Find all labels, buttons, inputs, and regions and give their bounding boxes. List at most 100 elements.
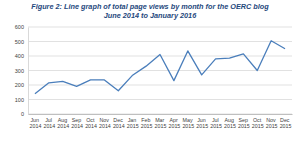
x-tick: Oct 2015 <box>252 114 264 129</box>
x-tick-label-line: Feb <box>141 117 152 123</box>
x-tick-label: Jul 2014 <box>43 117 55 129</box>
grid-line <box>28 85 292 86</box>
x-tick-label: Nov 2014 <box>99 117 111 129</box>
x-tick-label-line: 2014 <box>99 123 111 129</box>
y-tick-label: 200 <box>15 82 24 88</box>
x-tick: Aug 2015 <box>224 114 236 129</box>
grid-line <box>28 70 292 71</box>
x-tick-label: Jun 2015 <box>196 117 208 129</box>
x-tick-label-line: Mar <box>155 117 166 123</box>
x-tick-label-line: 2014 <box>113 123 125 129</box>
x-tick-label-line: May <box>183 117 194 123</box>
chart-title: Figure 2: Line graph of total page views… <box>31 2 269 11</box>
x-tick: Sep 2014 <box>71 114 83 129</box>
x-tick-label-line: Jul <box>45 117 53 123</box>
x-tick-label-line: 2014 <box>71 123 83 129</box>
x-tick-label: Dec 2015 <box>280 117 292 129</box>
y-tick: 500 <box>15 39 28 45</box>
x-tick: Sep 2015 <box>238 114 250 129</box>
x-tick-label-line: 2015 <box>155 123 167 129</box>
y-tick-label: 400 <box>15 53 24 59</box>
x-tick-label-line: Dec <box>280 117 291 123</box>
chart-title: June 2014 to January 2016 <box>104 11 197 20</box>
x-tick: Dec 2014 <box>113 114 125 129</box>
x-tick-label: Dec 2014 <box>113 117 125 129</box>
y-tick-label: 300 <box>15 68 24 74</box>
x-tick: Dec 2015 <box>280 114 292 129</box>
x-tick-label: Jan 2015 <box>127 117 139 129</box>
x-tick-label: Jun 2014 <box>30 117 42 129</box>
grid-line <box>28 27 292 28</box>
x-tick-label-line: 2015 <box>141 123 153 129</box>
x-tick-label: Jul 2015 <box>210 117 222 129</box>
x-tick-label-line: 2015 <box>280 123 292 129</box>
x-tick-label: Oct 2014 <box>85 117 97 129</box>
y-tick: 300 <box>15 68 28 74</box>
x-tick-label-line: Sep <box>238 117 249 123</box>
x-tick-label-line: 2015 <box>168 123 180 129</box>
grid-line <box>28 114 292 115</box>
x-tick-label-line: 2015 <box>266 123 278 129</box>
x-tick-label: Feb 2015 <box>141 117 153 129</box>
x-tick: Jan 2015 <box>127 114 139 129</box>
y-tick: 100 <box>15 97 28 103</box>
grid <box>28 27 292 114</box>
x-tick-label-line: Aug <box>225 117 236 123</box>
x-tick-label-line: Sep <box>72 117 83 123</box>
y-tick: 200 <box>15 82 28 88</box>
y-tick-label: 0 <box>21 111 24 117</box>
x-tick: Jul 2014 <box>43 114 55 129</box>
x-tick-label: Mar 2015 <box>155 117 167 129</box>
plot-area <box>35 41 285 94</box>
background <box>0 0 300 151</box>
x-tick-label-line: 2015 <box>182 123 194 129</box>
x-tick: Nov 2014 <box>99 114 111 129</box>
x-tick: Nov 2015 <box>266 114 278 129</box>
x-tick-label-line: Jun <box>197 117 207 123</box>
x-tick-label-line: 2015 <box>224 123 236 129</box>
y-axis: 0 100 200 300 400 500 600 <box>15 24 29 117</box>
x-axis: Jun 2014Jul 2014Aug 2014Sep 2014Oct 2014… <box>29 114 293 129</box>
chart: Figure 2: Line graph of total page views… <box>0 0 300 151</box>
x-tick-label: Aug 2015 <box>224 117 236 129</box>
grid-line <box>28 99 292 100</box>
x-tick-label-line: 2014 <box>85 123 97 129</box>
x-tick-label-line: Apr <box>170 117 180 123</box>
x-tick-label-line: Dec <box>113 117 124 123</box>
x-axis-line <box>29 114 293 115</box>
x-tick-label: Apr 2015 <box>168 117 180 129</box>
x-tick-label-line: Aug <box>58 117 69 123</box>
x-tick: Aug 2014 <box>57 114 69 129</box>
x-tick: May 2015 <box>182 114 194 129</box>
x-tick-label-line: Jul <box>212 117 220 123</box>
y-axis-line <box>28 28 29 115</box>
x-tick-label-line: 2015 <box>210 123 222 129</box>
x-tick: Jun 2014 <box>30 114 42 129</box>
x-tick: Jul 2015 <box>210 114 222 129</box>
x-tick-label-line: Oct <box>86 117 96 123</box>
x-tick: Apr 2015 <box>168 114 180 129</box>
x-tick-label-line: Oct <box>253 117 263 123</box>
y-tick: 0 <box>21 111 28 117</box>
x-tick: Oct 2014 <box>85 114 97 129</box>
x-tick: Feb 2015 <box>141 114 153 129</box>
x-tick-label-line: 2014 <box>43 123 55 129</box>
x-tick-label-line: Jun <box>30 117 40 123</box>
x-tick-label-line: Nov <box>99 117 110 123</box>
x-tick: Mar 2015 <box>155 114 167 129</box>
y-tick: 600 <box>15 24 28 30</box>
y-tick-label: 100 <box>15 97 24 103</box>
x-tick-label-line: 2015 <box>238 123 250 129</box>
x-tick-label-line: 2015 <box>252 123 264 129</box>
line <box>35 41 285 94</box>
x-tick-label: Sep 2014 <box>71 117 83 129</box>
x-tick-label: Aug 2014 <box>57 117 69 129</box>
x-tick-label: Nov 2015 <box>266 117 278 129</box>
x-tick: Jun 2015 <box>196 114 208 129</box>
y-tick: 400 <box>15 53 28 59</box>
x-tick-label-line: 2014 <box>57 123 69 129</box>
x-tick-label-line: 2014 <box>30 123 42 129</box>
x-tick-label: Sep 2015 <box>238 117 250 129</box>
x-tick-label: May 2015 <box>182 117 194 129</box>
y-tick-label: 600 <box>15 24 24 30</box>
